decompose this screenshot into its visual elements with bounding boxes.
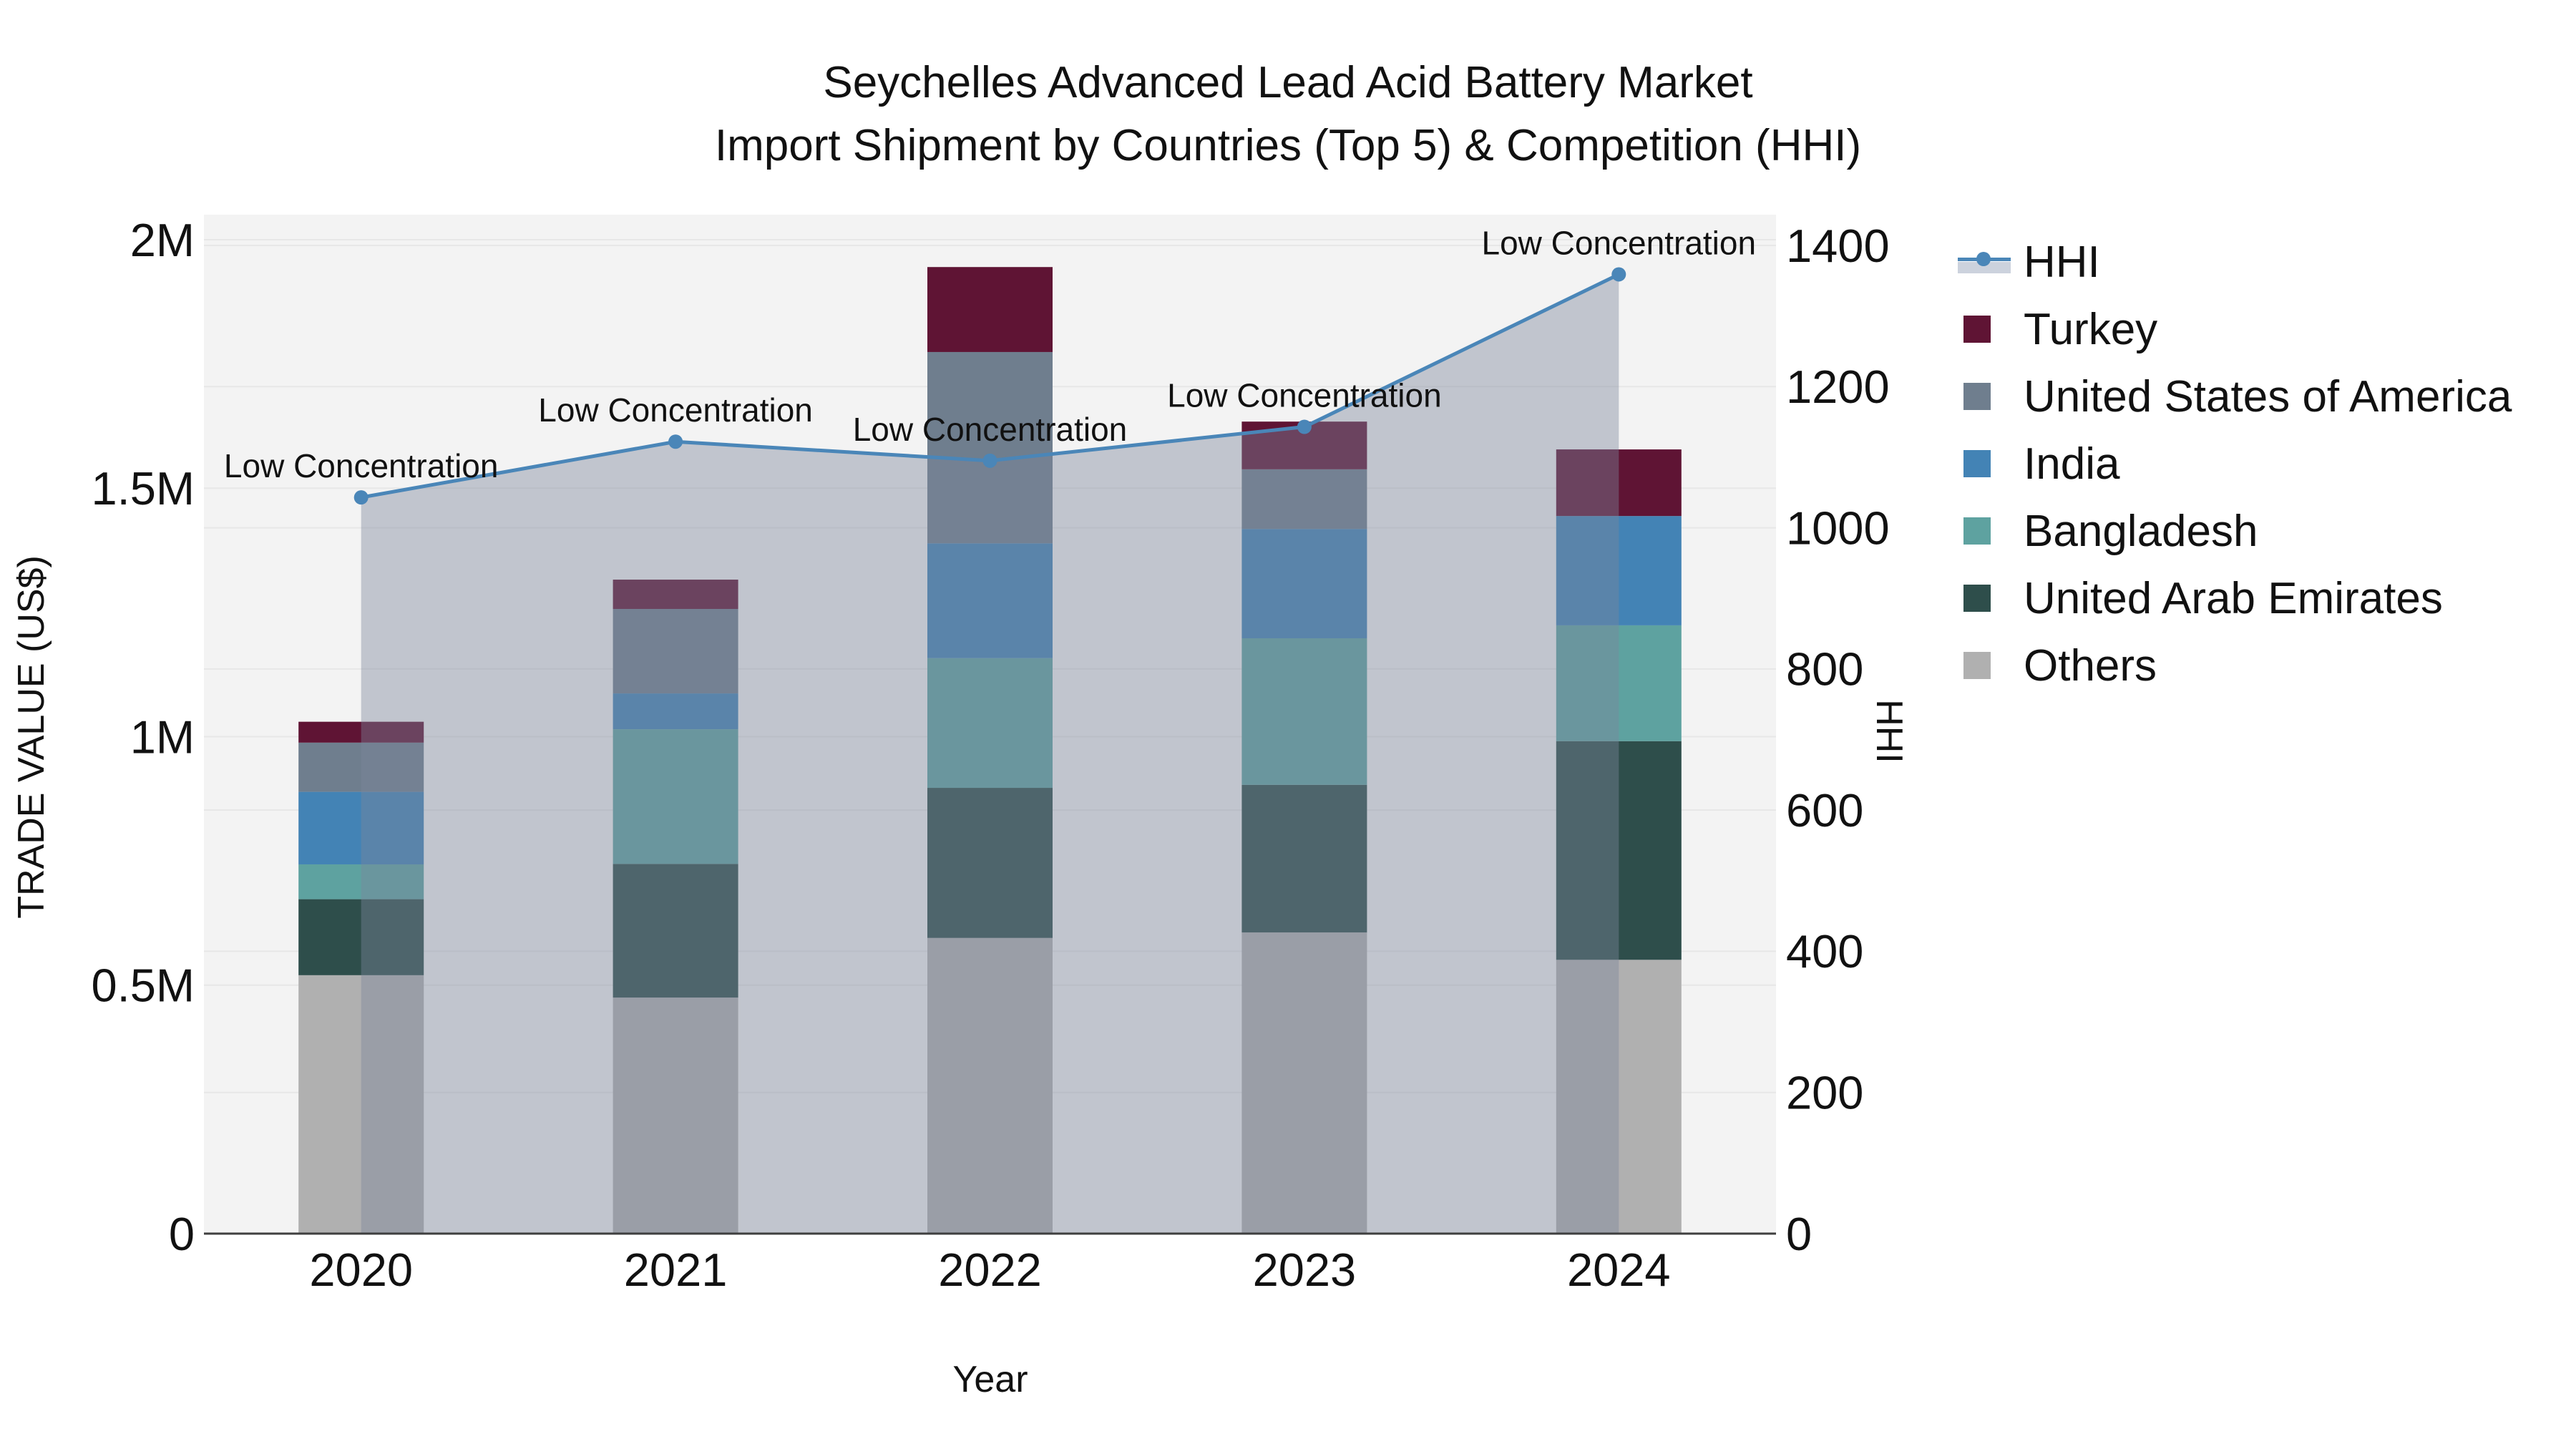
- hhi-marker-swatch: [1976, 252, 1991, 266]
- chart-title: Seychelles Advanced Lead Acid Battery Ma…: [715, 52, 1861, 177]
- legend-label-others: Others: [2024, 640, 2157, 691]
- bar-segment-2022-united-states-of-america: [927, 351, 1053, 544]
- united-states-of-america-swatch-icon: [1958, 375, 2024, 418]
- left-tick-0.5M: 0.5M: [91, 960, 195, 1012]
- bar-segment-2020-others: [298, 975, 424, 1234]
- right-tick-1000: 1000: [1786, 502, 1890, 554]
- bangladesh-swatch-icon: [1958, 509, 2024, 552]
- bar-segment-2023-united-states-of-america: [1241, 469, 1367, 530]
- bangladesh-color-swatch: [1963, 517, 1991, 545]
- bar-segment-2022-turkey: [927, 267, 1053, 352]
- left-tick-1M: 1M: [130, 711, 195, 763]
- legend-item-india: India: [1958, 430, 2512, 497]
- right-tick-200: 200: [1786, 1066, 1863, 1118]
- bar-segment-2023-others: [1241, 932, 1367, 1234]
- india-swatch-icon: [1958, 442, 2024, 485]
- bars: [298, 267, 1682, 1234]
- bar-segment-2021-bangladesh: [613, 729, 738, 864]
- legend: HHI Turkey United States of America India Ba…: [1958, 228, 2512, 699]
- hhi-point-2020: [353, 490, 369, 505]
- others-swatch-icon: [1958, 644, 2024, 687]
- hhi-point-2023: [1297, 419, 1312, 434]
- bar-segment-2021-others: [613, 997, 738, 1234]
- right-tick-1200: 1200: [1786, 361, 1890, 413]
- legend-item-united-arab-emirates: United Arab Emirates: [1958, 565, 2512, 632]
- legend-item-bangladesh: Bangladesh: [1958, 497, 2512, 565]
- bar-segment-2020-united-arab-emirates: [298, 899, 424, 975]
- india-color-swatch: [1963, 450, 1991, 477]
- legend-label-india: India: [2024, 439, 2120, 489]
- bar-segment-2023-united-arab-emirates: [1241, 784, 1367, 933]
- bar-segment-2024-bangladesh: [1556, 625, 1682, 741]
- x-axis-title: Year: [952, 1359, 1028, 1400]
- bar-segment-2022-bangladesh: [927, 658, 1053, 789]
- annotation-2024: Low Concentration: [1482, 224, 1757, 261]
- bar-segment-2020-india: [298, 791, 424, 864]
- bar-segment-2022-others: [927, 937, 1053, 1234]
- hhi-area-swatch: [1958, 262, 2011, 273]
- right-tick-600: 600: [1786, 784, 1863, 836]
- legend-item-others: Others: [1958, 632, 2512, 699]
- x-tick-2023: 2023: [1253, 1244, 1357, 1296]
- hhi-point-2022: [982, 453, 997, 468]
- legend-label-bangladesh: Bangladesh: [2024, 506, 2258, 556]
- annotation-2021: Low Concentration: [538, 391, 813, 429]
- x-tick-2020: 2020: [309, 1244, 413, 1296]
- legend-item-turkey: Turkey: [1958, 296, 2512, 363]
- bar-segment-2020-turkey: [298, 721, 424, 743]
- bar-segment-2021-turkey: [613, 580, 738, 610]
- bar-segment-2020-united-states-of-america: [298, 742, 424, 792]
- annotation-2022: Low Concentration: [853, 411, 1128, 448]
- hhi-area-fill: [361, 274, 1619, 1234]
- united-arab-emirates-swatch-icon: [1958, 577, 2024, 620]
- x-tick-2022: 2022: [938, 1244, 1042, 1296]
- united-arab-emirates-color-swatch: [1963, 585, 1991, 612]
- bar-segment-2023-india: [1241, 529, 1367, 638]
- united-states-of-america-color-swatch: [1963, 383, 1991, 410]
- chart-title-line2: Import Shipment by Countries (Top 5) & C…: [714, 121, 1862, 170]
- legend-label-united-arab-emirates: United Arab Emirates: [2024, 573, 2443, 623]
- legend-label-united-states-of-america: United States of America: [2024, 371, 2512, 421]
- right-tick-800: 800: [1786, 643, 1863, 696]
- x-tick-2024: 2024: [1567, 1244, 1671, 1296]
- left-tick-1.5M: 1.5M: [91, 462, 195, 514]
- bar-segment-2024-united-arab-emirates: [1556, 741, 1682, 960]
- left-tick-2M: 2M: [130, 214, 195, 266]
- turkey-swatch-icon: [1958, 308, 2024, 351]
- right-tick-0: 0: [1786, 1208, 1812, 1260]
- bar-segment-2022-india: [927, 543, 1053, 658]
- turkey-color-swatch: [1963, 316, 1991, 343]
- bar-segment-2024-others: [1556, 960, 1682, 1234]
- others-color-swatch: [1963, 652, 1991, 679]
- legend-item-united-states-of-america: United States of America: [1958, 363, 2512, 430]
- bar-segment-2024-turkey: [1556, 449, 1682, 517]
- hhi-point-2021: [668, 434, 683, 449]
- annotation-2023: Low Concentration: [1167, 377, 1442, 414]
- bar-segment-2020-bangladesh: [298, 864, 424, 899]
- bar-segment-2023-bangladesh: [1241, 638, 1367, 785]
- legend-item-hhi: HHI: [1958, 228, 2512, 296]
- bar-segment-2021-united-states-of-america: [613, 609, 738, 694]
- bar-segment-2022-united-arab-emirates: [927, 788, 1053, 938]
- bar-segment-2021-india: [613, 693, 738, 730]
- left-tick-0: 0: [169, 1208, 195, 1260]
- legend-label-hhi: HHI: [2024, 237, 2100, 287]
- legend-label-turkey: Turkey: [2024, 304, 2158, 354]
- annotation-2020: Low Concentration: [224, 447, 499, 484]
- right-tick-1400: 1400: [1786, 220, 1890, 272]
- x-tick-2021: 2021: [624, 1244, 728, 1296]
- hhi-swatch-icon: [1958, 240, 2024, 283]
- right-tick-400: 400: [1786, 925, 1863, 977]
- bar-segment-2021-united-arab-emirates: [613, 864, 738, 998]
- chart-title-line1: Seychelles Advanced Lead Acid Battery Ma…: [823, 58, 1753, 107]
- hhi-point-2024: [1611, 267, 1626, 282]
- bar-segment-2024-india: [1556, 516, 1682, 625]
